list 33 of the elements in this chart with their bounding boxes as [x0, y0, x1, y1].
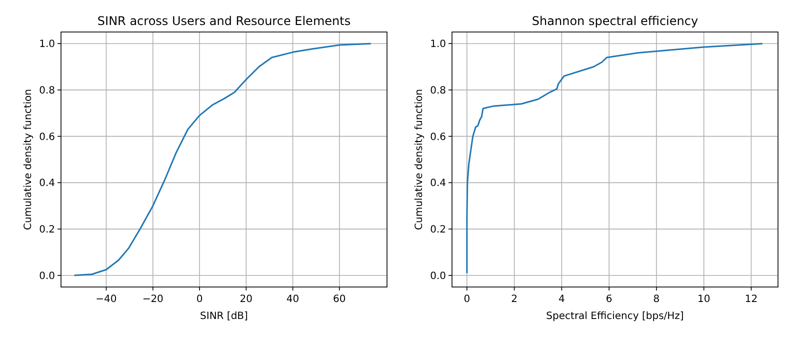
chart-title: SINR across Users and Resource Elements [97, 14, 351, 28]
x-tick-label: 12 [744, 294, 758, 305]
x-tick-label: −20 [142, 294, 164, 305]
y-axis-title: Cumulative density function [414, 89, 425, 230]
y-tick-label: 0.2 [39, 224, 55, 236]
chart-title: Shannon spectral efficiency [532, 14, 698, 28]
line-series [74, 42, 372, 276]
y-tick-label: 0.4 [430, 178, 446, 190]
x-tick-label: 4 [558, 294, 565, 305]
x-axis-title: Spectral Efficiency [bps/Hz] [546, 311, 684, 322]
y-axis-title: Cumulative density function [23, 89, 34, 230]
x-tick-label: 10 [697, 294, 710, 305]
x-axis-title: SINR [dB] [200, 311, 248, 322]
x-tick-label: 6 [606, 294, 612, 305]
y-tick-label: 0.8 [39, 85, 55, 96]
x-tick-label: 2 [511, 294, 518, 305]
x-tick-label: 20 [240, 294, 253, 305]
x-tick-label: 0 [464, 294, 470, 305]
y-tick-label: 0.0 [430, 270, 446, 282]
y-tick-label: 0.8 [430, 85, 446, 96]
y-tick-label: 0.4 [39, 178, 55, 190]
x-tick-label: 8 [653, 294, 660, 305]
y-tick-label: 1.0 [39, 39, 55, 50]
x-tick-label: 40 [286, 294, 300, 305]
y-tick-label: 0.6 [430, 132, 446, 143]
y-tick-label: 0.0 [39, 270, 55, 282]
y-tick-label: 0.2 [430, 224, 446, 236]
y-tick-label: 1.0 [430, 39, 446, 50]
x-tick-label: 60 [333, 294, 346, 305]
line-series [466, 42, 764, 274]
y-tick-label: 0.6 [39, 132, 55, 143]
x-tick-label: −40 [96, 294, 117, 305]
x-tick-label: 0 [196, 294, 203, 305]
